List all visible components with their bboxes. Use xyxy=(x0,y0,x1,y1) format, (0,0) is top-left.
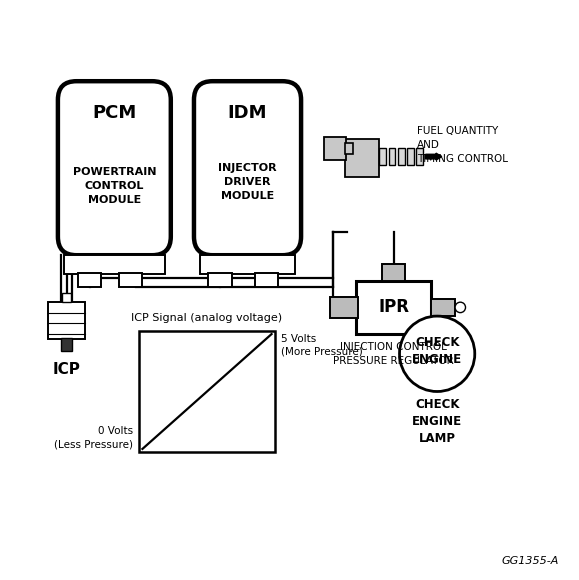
Bar xyxy=(78,273,101,287)
Text: CHECK
ENGINE
LAMP: CHECK ENGINE LAMP xyxy=(412,398,462,445)
Circle shape xyxy=(455,302,466,313)
Bar xyxy=(379,148,386,165)
Bar xyxy=(61,338,72,351)
Bar xyxy=(139,331,275,452)
Text: FUEL QUANTITY
AND
TIMING CONTROL: FUEL QUANTITY AND TIMING CONTROL xyxy=(417,126,508,164)
Bar xyxy=(407,148,414,165)
Bar xyxy=(398,148,405,165)
Bar xyxy=(255,273,278,287)
Text: PCM: PCM xyxy=(92,104,137,122)
Text: GG1355-A: GG1355-A xyxy=(501,556,559,566)
Bar xyxy=(324,137,346,160)
FancyBboxPatch shape xyxy=(194,81,301,255)
Bar xyxy=(389,148,395,165)
Circle shape xyxy=(400,316,475,392)
Bar xyxy=(416,148,423,165)
Bar xyxy=(431,299,455,316)
Bar xyxy=(345,139,379,177)
Text: IDM: IDM xyxy=(228,104,267,122)
FancyBboxPatch shape xyxy=(58,81,171,255)
Text: INJECTOR
DRIVER
MODULE: INJECTOR DRIVER MODULE xyxy=(218,163,277,201)
Text: INJECTION CONTROL
PRESSURE REGULATOR: INJECTION CONTROL PRESSURE REGULATOR xyxy=(334,342,454,366)
Bar xyxy=(345,143,353,154)
Bar xyxy=(62,293,71,302)
FancyArrow shape xyxy=(426,153,442,160)
Text: POWERTRAIN
CONTROL
MODULE: POWERTRAIN CONTROL MODULE xyxy=(72,166,156,205)
Text: CHECK
ENGINE: CHECK ENGINE xyxy=(412,336,462,366)
Bar xyxy=(64,255,165,274)
Text: IPR: IPR xyxy=(378,298,409,317)
Bar xyxy=(48,302,85,339)
Text: 5 Volts
(More Pressure): 5 Volts (More Pressure) xyxy=(281,334,362,357)
Bar xyxy=(119,273,142,287)
Text: 0 Volts
(Less Pressure): 0 Volts (Less Pressure) xyxy=(54,426,133,450)
Bar xyxy=(208,273,232,287)
Bar xyxy=(356,281,431,334)
Bar xyxy=(200,255,295,274)
Bar xyxy=(382,264,405,281)
Text: ICP Signal (analog voltage): ICP Signal (analog voltage) xyxy=(131,313,283,323)
Bar xyxy=(330,297,358,318)
Text: ICP: ICP xyxy=(53,362,80,378)
